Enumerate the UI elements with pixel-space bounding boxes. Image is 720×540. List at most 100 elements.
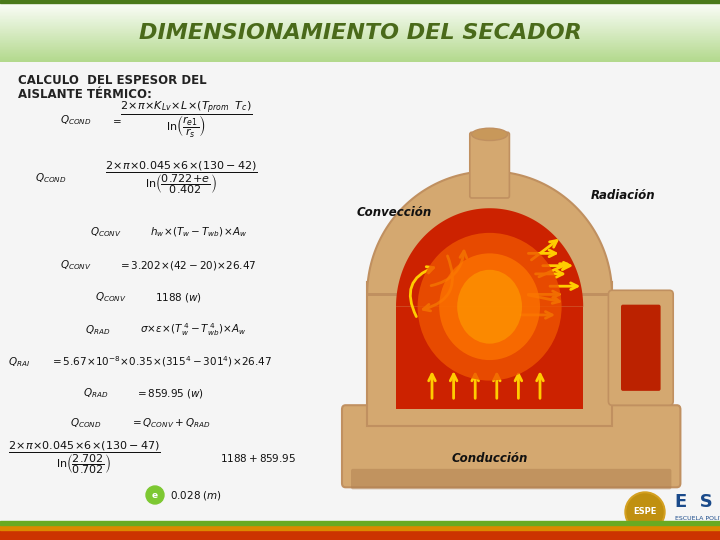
Bar — [0, 31, 720, 32]
FancyBboxPatch shape — [608, 291, 673, 405]
Bar — [0, 0, 720, 3]
Text: $Q_{RAD}$: $Q_{RAD}$ — [85, 323, 110, 337]
Bar — [0, 32, 720, 33]
Bar — [0, 3, 720, 4]
Text: $Q_{CONV}$: $Q_{CONV}$ — [90, 225, 122, 239]
Text: $h_w\!\times\!(T_w - T_{wb})\!\times\! A_w$: $h_w\!\times\!(T_w - T_{wb})\!\times\! A… — [150, 225, 247, 239]
FancyBboxPatch shape — [351, 469, 671, 489]
Ellipse shape — [472, 128, 508, 140]
Text: $0.028\;(m)$: $0.028\;(m)$ — [170, 489, 222, 502]
FancyBboxPatch shape — [367, 294, 612, 426]
Bar — [0, 53, 720, 54]
Bar — [0, 8, 720, 9]
Bar — [0, 34, 720, 35]
Bar — [0, 46, 720, 48]
Bar — [0, 56, 720, 57]
Text: CAMINO A LA EXCELENCIA: CAMINO A LA EXCELENCIA — [675, 523, 720, 528]
Circle shape — [625, 492, 665, 532]
Bar — [0, 29, 720, 30]
Bar — [0, 60, 720, 61]
Text: E  S  P  E: E S P E — [675, 493, 720, 511]
Bar — [0, 27, 720, 28]
Bar — [0, 28, 720, 29]
Bar — [0, 17, 720, 18]
Bar — [0, 35, 720, 36]
FancyBboxPatch shape — [469, 132, 510, 198]
Text: $1188\;(w)$: $1188\;(w)$ — [155, 291, 202, 303]
Text: e: e — [152, 490, 158, 500]
Bar — [0, 41, 720, 42]
Bar — [0, 38, 720, 39]
Bar — [0, 30, 720, 31]
Text: $Q_{RAD}$: $Q_{RAD}$ — [83, 386, 109, 400]
Bar — [0, 52, 720, 53]
Bar — [0, 10, 720, 11]
Bar — [0, 11, 720, 12]
Text: ESPE: ESPE — [634, 508, 657, 516]
Text: DIMENSIONAMIENTO DEL SECADOR: DIMENSIONAMIENTO DEL SECADOR — [139, 23, 581, 43]
Circle shape — [627, 494, 663, 530]
Bar — [0, 24, 720, 25]
Text: CALCULO  DEL ESPESOR DEL: CALCULO DEL ESPESOR DEL — [18, 74, 207, 87]
Bar — [0, 5, 720, 6]
Bar — [0, 13, 720, 14]
Bar — [0, 23, 720, 24]
FancyBboxPatch shape — [367, 282, 612, 426]
Bar — [0, 14, 720, 15]
Bar — [0, 25, 720, 26]
Bar — [0, 2, 720, 3]
Circle shape — [146, 486, 164, 504]
Text: $Q_{COND}$: $Q_{COND}$ — [70, 416, 102, 430]
Bar — [0, 61, 720, 62]
Text: Conducción: Conducción — [451, 452, 528, 465]
Bar — [0, 530, 720, 540]
Bar — [0, 19, 720, 20]
Text: AISLANTE TÉRMICO:: AISLANTE TÉRMICO: — [18, 88, 152, 101]
Text: $=$: $=$ — [110, 115, 122, 125]
FancyBboxPatch shape — [342, 405, 680, 487]
Bar — [0, 15, 720, 16]
Ellipse shape — [418, 233, 562, 381]
Bar — [0, 43, 720, 44]
Bar — [0, 54, 720, 55]
Polygon shape — [367, 171, 612, 294]
Bar — [0, 525, 720, 530]
Ellipse shape — [457, 270, 522, 343]
Bar — [0, 36, 720, 37]
Bar — [0, 55, 720, 56]
Text: $Q_{CONV}$: $Q_{CONV}$ — [95, 290, 127, 304]
Bar — [0, 0, 720, 1]
Bar — [0, 18, 720, 19]
Text: Radiación: Radiación — [590, 190, 655, 202]
Bar — [0, 1, 720, 2]
Bar — [0, 7, 720, 8]
Bar — [0, 9, 720, 10]
Bar — [0, 4, 720, 5]
Bar — [0, 57, 720, 58]
Text: $= Q_{CONV} + Q_{RAD}$: $= Q_{CONV} + Q_{RAD}$ — [130, 416, 210, 430]
Bar — [0, 16, 720, 17]
Bar — [0, 49, 720, 50]
Text: $Q_{COND}$: $Q_{COND}$ — [60, 113, 91, 127]
Text: $1188 + 859.95$: $1188 + 859.95$ — [220, 452, 296, 464]
Bar — [0, 521, 720, 525]
FancyBboxPatch shape — [621, 305, 660, 391]
Text: $Q_{COND}$: $Q_{COND}$ — [35, 171, 67, 185]
Bar — [0, 59, 720, 60]
Bar — [0, 48, 720, 49]
Bar — [0, 26, 720, 27]
Bar — [0, 44, 720, 45]
Text: $Q_{CONV}$: $Q_{CONV}$ — [60, 258, 91, 272]
Bar — [0, 21, 720, 22]
Text: $= 859.95\;(w)$: $= 859.95\;(w)$ — [135, 387, 204, 400]
Bar — [0, 39, 720, 40]
Bar — [0, 42, 720, 43]
Ellipse shape — [439, 253, 540, 360]
Bar — [0, 22, 720, 23]
Text: $= 3.202\!\times\!(42-20)\!\times\!26.47$: $= 3.202\!\times\!(42-20)\!\times\!26.47… — [118, 259, 256, 272]
Bar — [0, 51, 720, 52]
Bar — [0, 12, 720, 13]
Bar — [0, 37, 720, 38]
Text: $\dfrac{2\!\times\!\pi\!\times\! K_{Lv}\!\times\! L\!\times\!(T_{prom}\;\;T_c)}{: $\dfrac{2\!\times\!\pi\!\times\! K_{Lv}\… — [120, 100, 253, 140]
Text: $\sigma\!\times\!\varepsilon\!\times\!(T_w^{\,4} - T_{wb}^{\,4})\!\times\! A_w$: $\sigma\!\times\!\varepsilon\!\times\!(T… — [140, 322, 246, 339]
